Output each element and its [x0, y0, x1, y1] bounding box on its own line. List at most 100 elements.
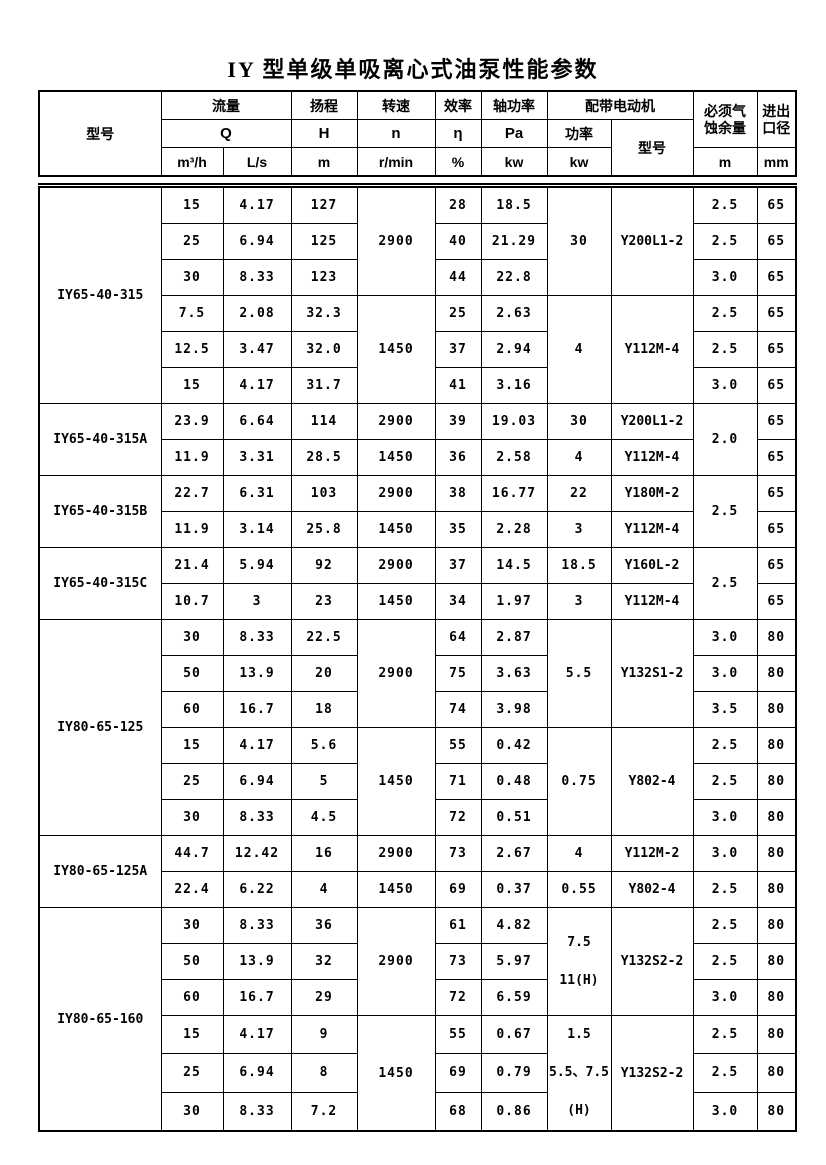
cell-flow-ls: 6.94 [222, 1053, 292, 1093]
header-io-line1: 进出 [762, 102, 791, 119]
cell-npsh: 3.0 [692, 259, 758, 296]
table-row: 7.5 2.08 32.3 1450 25 2.63 4 Y112M-4 2.5 65 [39, 295, 797, 404]
cell-efficiency: 36 [434, 439, 482, 476]
cell-shaft-power: 14.5 [480, 547, 548, 584]
cell-dn: 80 [756, 619, 797, 656]
cell-motor-model: Y112M-2 [610, 835, 694, 872]
cell-head: 123 [290, 259, 358, 296]
cell-motor-power: 3 [546, 511, 612, 548]
cell-shaft-power: 5.97 [480, 943, 548, 980]
cell-head: 29 [290, 979, 358, 1016]
cell-efficiency: 25 [434, 295, 482, 332]
cell-flow-ls: 4.17 [222, 1014, 292, 1055]
cell-motor-model: Y112M-4 [610, 583, 694, 620]
cell-flow-ls: 3.14 [222, 511, 292, 548]
cell-npsh: 2.5 [692, 1014, 758, 1055]
cell-flow-ls: 6.22 [222, 871, 292, 908]
cell-efficiency: 35 [434, 511, 482, 548]
cell-shaft-power: 0.37 [480, 871, 548, 908]
cell-motor-power: 0.55 [546, 871, 612, 908]
cell-npsh: 3.0 [692, 979, 758, 1016]
cell-shaft-power: 0.51 [480, 799, 548, 836]
cell-shaft-power: 0.86 [480, 1091, 548, 1132]
cell-shaft-power: 3.98 [480, 691, 548, 728]
cell-dn: 80 [756, 871, 797, 908]
cell-head: 20 [290, 655, 358, 692]
cell-dn: 65 [756, 403, 797, 440]
cell-flow-ls: 12.42 [222, 835, 292, 872]
cell-shaft-power: 0.79 [480, 1053, 548, 1093]
cell-motor-power: 4 [546, 439, 612, 476]
cell-dn: 65 [756, 185, 797, 224]
cell-flow-m3h: 15 [160, 727, 224, 764]
cell-dn: 65 [756, 439, 797, 476]
cell-motor-model: Y802-4 [610, 727, 694, 836]
cell-npsh: 3.0 [692, 619, 758, 656]
header-head: 扬程 [290, 90, 358, 120]
cell-efficiency: 75 [434, 655, 482, 692]
cell-dn: 80 [756, 1053, 797, 1093]
cell-npsh: 2.5 [692, 727, 758, 764]
cell-head: 25.8 [290, 511, 358, 548]
cell-dn: 65 [756, 295, 797, 332]
cell-head: 9 [290, 1014, 358, 1055]
cell-npsh: 2.5 [692, 331, 758, 368]
cell-shaft-power: 2.87 [480, 619, 548, 656]
cell-flow-m3h: 22.7 [160, 475, 224, 512]
cell-flow-ls: 4.17 [222, 367, 292, 404]
cell-efficiency: 41 [434, 367, 482, 404]
cell-flow-ls: 16.7 [222, 979, 292, 1016]
cell-motor-power: 18.5 [546, 547, 612, 584]
cell-npsh: 3.0 [692, 835, 758, 872]
cell-flow-ls: 6.64 [222, 403, 292, 440]
header-speed-symbol: n [356, 119, 436, 148]
cell-pump-model: IY65-40-315B [38, 475, 162, 548]
cell-dn: 80 [756, 799, 797, 836]
cell-motor-power: 30 [546, 185, 612, 296]
cell-flow-ls: 6.94 [222, 223, 292, 260]
cell-dn: 80 [756, 1091, 797, 1132]
cell-head: 18 [290, 691, 358, 728]
table-row: 12.5 3.47 32.0 37 2.94 2.5 65 [39, 331, 797, 368]
cell-speed: 2900 [356, 547, 436, 584]
cell-flow-ls: 13.9 [222, 943, 292, 980]
cell-dn: 80 [756, 979, 797, 1016]
cell-flow-m3h: 25 [160, 1053, 224, 1093]
table-row: IY65-40-315 15 4.17 127 2900 28 18.5 30 Y200L1-2… [38, 185, 797, 404]
table-row: 30 8.33 7.2 68 0.86 3.0 80 [39, 1091, 797, 1132]
cell-dn: 80 [756, 835, 797, 872]
cell-flow-ls: 16.7 [222, 691, 292, 728]
cell-flow-ls: 13.9 [222, 655, 292, 692]
pump-table-body: IY65-40-315 15 4.17 127 2900 28 18.5 30 Y200L1-2… [38, 185, 797, 1132]
header-unit-ls: L/s [222, 147, 292, 177]
page-title: IY 型单级单吸离心式油泵性能参数 [227, 57, 599, 82]
cell-motor-power: 5.5 [546, 619, 612, 728]
cell-flow-m3h: 15 [160, 367, 224, 404]
header-unit-npsh-m: m [692, 147, 758, 177]
cell-speed: 1450 [356, 1015, 436, 1132]
cell-flow-ls: 4.17 [222, 185, 292, 224]
cell-efficiency: 37 [434, 547, 482, 584]
cell-speed: 1450 [356, 439, 436, 476]
cell-head: 4 [290, 871, 358, 908]
cell-flow-ls: 8.33 [222, 799, 292, 836]
header-row-3: m³/h L/s m r/min % kw kw m mm [39, 147, 797, 177]
cell-head: 5.6 [290, 727, 358, 764]
cell-flow-ls: 8.33 [222, 619, 292, 656]
header-unit-kw-motor: kw [546, 147, 612, 177]
pump-table-header: 型号 流量 扬程 转速 效率 轴功率 配带电动机 必须气 蚀余量 进出 口径 Q… [38, 90, 797, 177]
table-row: 50 13.9 32 73 5.97 2.5 80 [39, 943, 797, 980]
cell-motor-model: Y112M-4 [610, 295, 694, 404]
cell-npsh: 2.5 [692, 943, 758, 980]
table-row: 60 16.7 29 72 6.59 3.0 80 [39, 979, 797, 1016]
cell-efficiency: 74 [434, 691, 482, 728]
cell-head: 125 [290, 223, 358, 260]
cell-pump-model: IY80-65-125A [38, 835, 162, 908]
cell-motor-power: 1.5 5.5、7.5 (H) [546, 1015, 612, 1132]
cell-efficiency: 69 [434, 871, 482, 908]
table-row: 15 4.17 31.7 41 3.16 3.0 65 [39, 367, 797, 404]
cell-flow-m3h: 12.5 [160, 331, 224, 368]
cell-speed: 2900 [356, 403, 436, 440]
cell-flow-ls: 4.17 [222, 727, 292, 764]
